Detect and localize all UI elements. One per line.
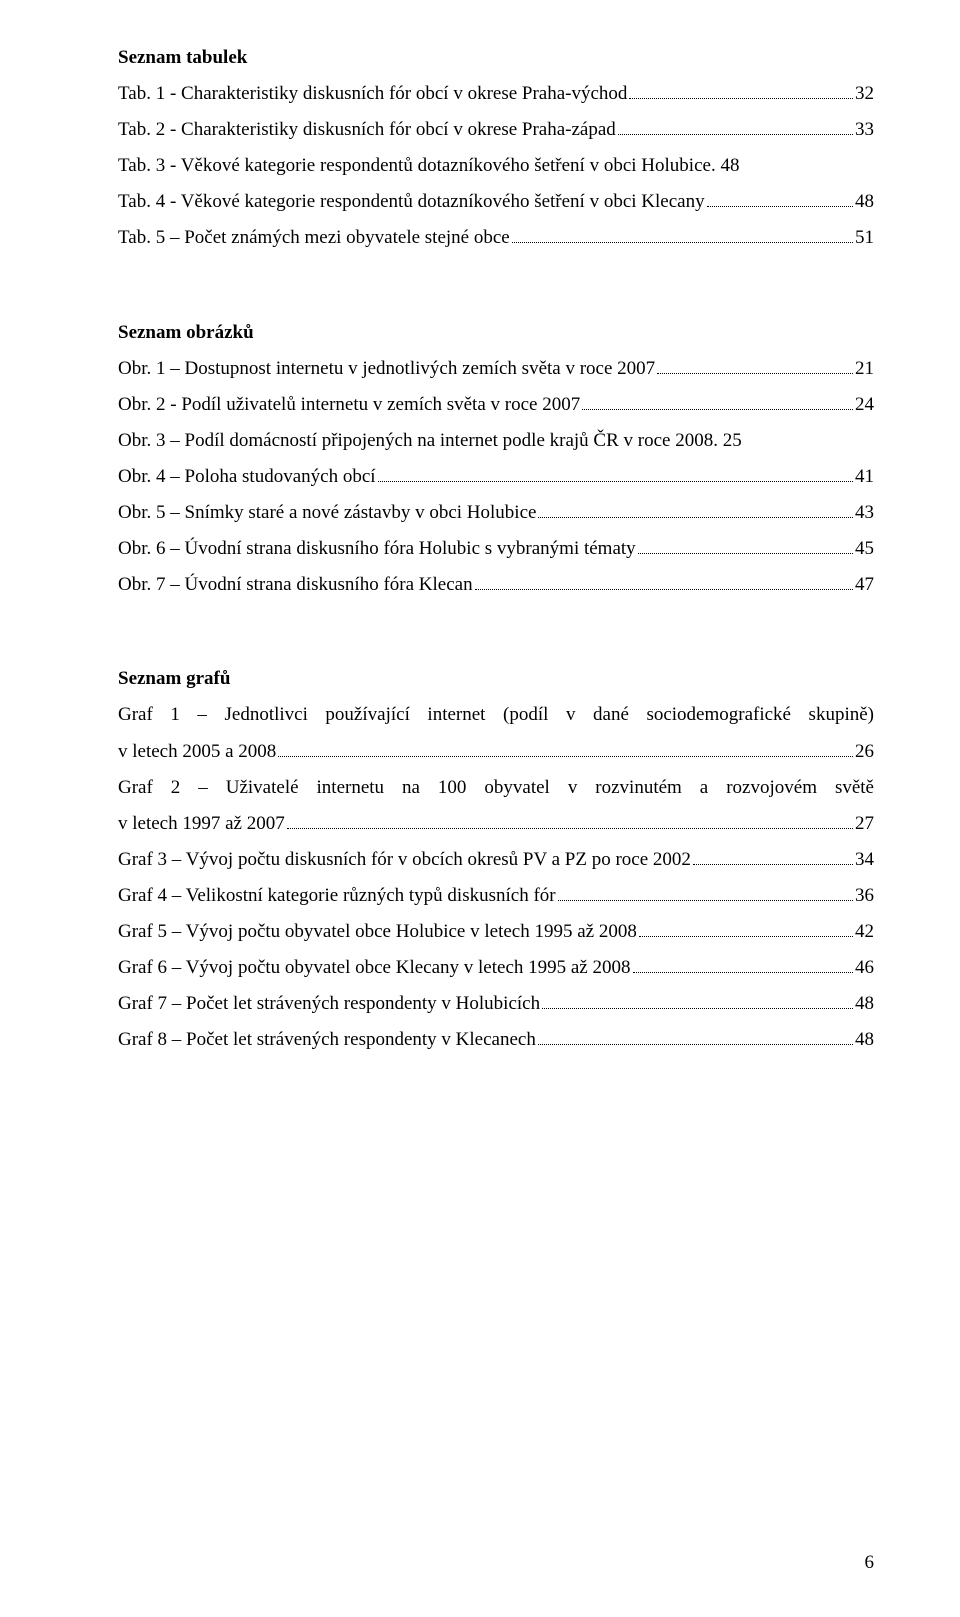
toc-page: 33 [855,112,874,148]
toc-entry: Obr. 6 – Úvodní strana diskusního fóra H… [118,531,874,567]
leader-dots [378,464,853,482]
leader-dots [538,500,853,518]
section-heading-grafu: Seznam grafů [118,661,874,697]
leader-dots [538,1027,853,1045]
toc-text: Tab. 4 - Věkové kategorie respondentů do… [118,184,705,220]
toc-entry: Obr. 7 – Úvodní strana diskusního fóra K… [118,567,874,603]
leader-dots [287,811,853,829]
leader-dots [278,738,853,756]
toc-page: 51 [855,220,874,256]
leader-dots [657,356,853,374]
toc-page: 27 [855,806,874,842]
leader-dots [639,919,853,937]
toc-entry: Tab. 4 - Věkové kategorie respondentů do… [118,184,874,220]
toc-text: Tab. 2 - Charakteristiky diskusních fór … [118,112,616,148]
toc-text: Tab. 1 - Charakteristiky diskusních fór … [118,76,627,112]
section-heading-obrazku: Seznam obrázků [118,315,874,351]
leader-dots [638,536,853,554]
toc-page: 21 [855,351,874,387]
toc-text: Graf 3 – Vývoj počtu diskusních fór v ob… [118,842,691,878]
toc-entry: Obr. 1 – Dostupnost internetu v jednotli… [118,351,874,387]
toc-text: Obr. 6 – Úvodní strana diskusního fóra H… [118,531,636,567]
toc-text: Obr. 3 – Podíl domácností připojených na… [118,423,742,459]
leader-dots [475,572,853,590]
toc-page: 42 [855,914,874,950]
toc-page: 36 [855,878,874,914]
page: Seznam tabulek Tab. 1 - Charakteristiky … [0,0,960,1617]
toc-entry: Tab. 2 - Charakteristiky diskusních fór … [118,112,874,148]
toc-page: 48 [855,986,874,1022]
toc-page: 43 [855,495,874,531]
toc-text: Tab. 5 – Počet známých mezi obyvatele st… [118,220,510,256]
toc-entry: Graf 5 – Vývoj počtu obyvatel obce Holub… [118,914,874,950]
toc-entry: Graf 8 – Počet let strávených respondent… [118,1022,874,1058]
toc-text: Graf 5 – Vývoj počtu obyvatel obce Holub… [118,914,637,950]
toc-text: Graf 1 – Jednotlivci používající interne… [118,704,874,725]
toc-text: Obr. 2 - Podíl uživatelů internetu v zem… [118,387,580,423]
toc-page: 45 [855,531,874,567]
toc-text: Graf 6 – Vývoj počtu obyvatel obce Kleca… [118,950,631,986]
toc-text: Tab. 3 - Věkové kategorie respondentů do… [118,148,711,184]
page-number: 6 [865,1545,875,1581]
toc-text: Obr. 7 – Úvodní strana diskusního fóra K… [118,567,473,603]
toc-text: Graf 4 – Velikostní kategorie různých ty… [118,878,556,914]
toc-text: Obr. 1 – Dostupnost internetu v jednotli… [118,351,655,387]
leader-dots [707,189,853,207]
leader-dots [512,225,853,243]
toc-entry: Obr. 2 - Podíl uživatelů internetu v zem… [118,387,874,423]
toc-entry: Tab. 1 - Charakteristiky diskusních fór … [118,76,874,112]
toc-page: 34 [855,842,874,878]
toc-entry: Obr. 3 – Podíl domácností připojených na… [118,423,874,459]
toc-entry: Obr. 5 – Snímky staré a nové zástavby v … [118,495,874,531]
toc-entry: Graf 6 – Vývoj počtu obyvatel obce Kleca… [118,950,874,986]
leader-dots [558,883,853,901]
toc-entry: Graf 7 – Počet let strávených respondent… [118,986,874,1022]
toc-entry: Tab. 3 - Věkové kategorie respondentů do… [118,148,874,184]
toc-text: Obr. 4 – Poloha studovaných obcí [118,459,376,495]
leader-dots [618,117,853,135]
toc-page: 48 [855,1022,874,1058]
leader-dots [633,955,854,973]
leader-dots [542,991,853,1009]
toc-entry: Graf 3 – Vývoj počtu diskusních fór v ob… [118,842,874,878]
toc-page: 46 [855,950,874,986]
toc-page: 32 [855,76,874,112]
toc-text: v letech 1997 až 2007 [118,806,285,842]
section-heading-tabulek: Seznam tabulek [118,40,874,76]
toc-page: 47 [855,567,874,603]
toc-text: Graf 2 – Uživatelé internetu na 100 obyv… [118,777,874,798]
leader-dots [582,392,853,410]
toc-page: 24 [855,387,874,423]
toc-entry: Tab. 5 – Počet známých mezi obyvatele st… [118,220,874,256]
leader-dots [693,847,853,865]
toc-page: 48 [855,184,874,220]
toc-text: Obr. 5 – Snímky staré a nové zástavby v … [118,495,536,531]
toc-entry: Obr. 4 – Poloha studovaných obcí 41 [118,459,874,495]
toc-text: Graf 8 – Počet let strávených respondent… [118,1022,536,1058]
toc-page: . 48 [711,148,740,184]
toc-entry-multiline: Graf 2 – Uživatelé internetu na 100 obyv… [118,770,874,842]
toc-page: 41 [855,459,874,495]
toc-entry-multiline: Graf 1 – Jednotlivci používající interne… [118,697,874,769]
toc-text: Graf 7 – Počet let strávených respondent… [118,986,540,1022]
leader-dots [629,81,853,99]
toc-page: 26 [855,734,874,770]
toc-entry: Graf 4 – Velikostní kategorie různých ty… [118,878,874,914]
toc-text: v letech 2005 a 2008 [118,734,276,770]
